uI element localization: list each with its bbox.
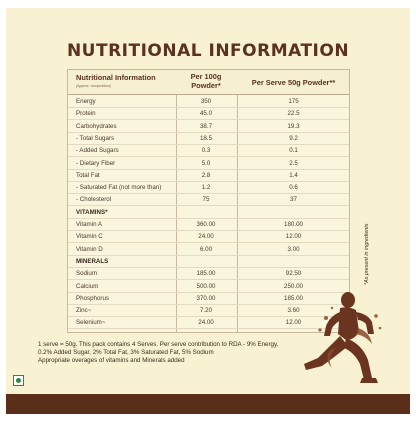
table-row: - Cholesterol 75 37 [68,193,349,207]
table-row: VITAMINS* [68,206,349,219]
nutrient-label: Energy [76,98,96,105]
value-per-serve: 185.00 [284,294,303,302]
header-per-serve: Per Serve 50g Powder** [251,78,336,87]
value-per-100g: 500.00 [196,282,216,290]
nutrient-label: Phosphorus [76,294,110,302]
table-header: Nutritional Information (Approx. composi… [68,70,349,95]
page-title: NUTRITIONAL INFORMATION [66,41,350,61]
table-row: - Added Sugars 0.3 0.1 [68,144,349,158]
table-row: Carbohydrates 38.7 19.3 [68,120,349,133]
serving-footnote: 1 serve = 50g. This pack contains 4 Serv… [38,341,298,365]
value-per-100g: 18.5 [199,134,213,142]
table-row: Sodium 185.00 92.50 [68,267,349,281]
table-row: Vitamin A 360.00 180.00 [68,218,349,231]
value-per-serve: 250.00 [284,282,303,290]
value-per-100g: 185.00 [196,270,216,278]
nutrient-label: MINERALS [76,257,109,265]
value-per-100g: 350 [200,98,212,105]
value-per-serve: 22.5 [287,110,300,118]
nutrient-label: Vitamin A [76,221,103,228]
footnote-line: 1 serve = 50g. This pack contains 4 Serv… [38,341,279,348]
table-row: Calcium 500.00 250.00 [68,280,349,293]
value-per-serve: 1.4 [289,171,298,179]
nutrient-label: Protein [76,110,96,118]
header-per-100g: Per 100g Powder* [190,72,222,90]
table-row: MINERALS [68,255,349,268]
value-per-serve: 3.60 [287,307,300,315]
ingredients-side-note: *As present in ingredients [364,223,370,285]
value-per-100g: 24.00 [198,233,214,241]
nutrient-label: Vitamin C [76,233,103,241]
value-per-serve: 3.00 [287,245,300,253]
value-per-100g: 1.2 [201,184,211,192]
value-per-100g: 6.00 [199,245,213,253]
nutrient-label: - Total Sugars [76,134,115,142]
nutrient-label: Total Fat [76,171,100,179]
table-row: Zinc~ 7.20 3.60 [68,304,349,318]
value-per-serve: 2.5 [289,159,298,167]
header-label: Nutritional Information [76,73,156,82]
value-per-serve: 12.00 [285,233,302,241]
veg-symbol-icon [13,375,24,386]
table-row: Vitamin D 6.00 3.00 [68,243,349,256]
column-divider [176,70,177,332]
value-per-100g: 5.0 [201,159,211,167]
column-divider [237,70,238,332]
value-per-serve: 0.6 [289,184,298,192]
value-per-100g: 2.8 [201,171,211,179]
nutrient-label: Calcium [76,282,99,290]
value-per-serve: 0.1 [289,147,298,155]
value-per-100g: 38.7 [199,122,213,130]
nutrient-label: - Added Sugars [76,147,119,155]
nutrient-label: - Saturated Fat (not more than) [76,184,162,192]
value-per-100g: 24.00 [198,319,214,327]
value-per-serve: 12.00 [285,319,302,327]
table-row: Protein 45.0 22.5 [68,107,349,121]
table-row: Selenium~ 24.00 12.00 [68,316,349,330]
bottom-brown-band [6,394,410,414]
value-per-serve: 175 [288,98,299,105]
value-per-serve: 9.2 [289,134,298,142]
value-per-serve: 19.3 [287,122,300,130]
value-per-100g: 75 [202,196,210,204]
footnote-line: 0.2% Added Sugar, 2% Total Fat, 3% Satur… [38,349,214,356]
value-per-100g: 370.00 [196,294,216,302]
table-row: Vitamin C 24.00 12.00 [68,230,349,244]
footnote-line: Appropriate overages of vitamins and Min… [38,357,185,364]
value-per-100g: 360.00 [196,221,216,228]
table-row: - Total Sugars 18.5 9.2 [68,132,349,145]
nutrient-label: VITAMINS* [76,208,108,216]
value-per-100g: 45.0 [199,110,213,118]
table-row: Total Fat 2.8 1.4 [68,169,349,182]
nutrient-label: - Dietary Fiber [76,159,116,167]
value-per-serve: 92.50 [285,270,302,278]
nutrient-label: Carbohydrates [76,122,117,130]
nutrition-table: Nutritional Information (Approx. composi… [67,69,350,333]
table-row: Energy 350 175 [68,95,349,108]
nutrient-label: Vitamin D [76,245,103,253]
value-per-100g: 7.20 [199,307,213,315]
nutrient-label: Zinc~ [76,307,92,315]
nutrient-label: Selenium~ [76,319,106,327]
value-per-100g: 0.3 [201,147,211,155]
header-sublabel: (Approx. composition) [76,84,111,88]
chocolate-splash-athlete-icon [304,292,382,383]
table-row: - Saturated Fat (not more than) 1.2 0.6 [68,181,349,195]
nutrient-label: Sodium [76,270,97,278]
nutrient-label: - Cholesterol [76,196,112,204]
table-row: Phosphorus 370.00 185.00 [68,292,349,305]
value-per-serve: 180.00 [284,221,303,228]
table-row: - Dietary Fiber 5.0 2.5 [68,157,349,170]
value-per-serve: 37 [290,196,297,204]
